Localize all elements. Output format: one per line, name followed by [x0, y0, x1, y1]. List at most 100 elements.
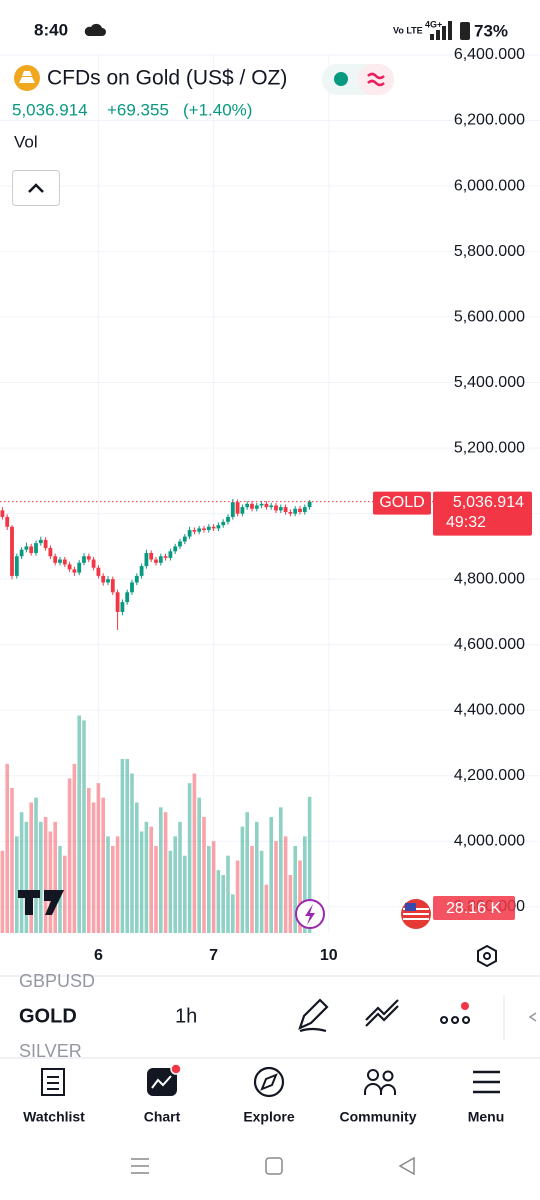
candle-body — [264, 503, 269, 508]
nav-label[interactable]: Menu — [468, 1109, 505, 1125]
nav-label[interactable]: Explore — [243, 1109, 295, 1125]
sys-home[interactable] — [265, 1157, 283, 1175]
compass-needle — [260, 1073, 278, 1091]
candle-body — [29, 546, 34, 553]
candle-body — [106, 579, 110, 583]
indicators-tool[interactable] — [365, 999, 399, 1027]
volume-bar — [264, 884, 269, 933]
volume-bar — [207, 846, 211, 933]
candle-body — [283, 507, 288, 513]
candle-body — [149, 552, 154, 560]
candle-body — [254, 505, 259, 509]
symbol-title[interactable]: CFDs on Gold (US$ / OZ) — [47, 67, 287, 90]
candle-body — [77, 562, 82, 573]
volume-bar — [53, 821, 57, 933]
candle-body — [86, 556, 91, 560]
volume-bar — [168, 850, 173, 933]
volume-bar — [269, 817, 273, 933]
draw-tool[interactable] — [298, 998, 329, 1033]
nav-label[interactable]: Watchlist — [23, 1109, 85, 1125]
y-tick-label: 5,800.000 — [454, 243, 525, 260]
candle-body — [245, 503, 250, 508]
price-change: +69.355 — [107, 100, 169, 119]
y-tick-label: 4,200.000 — [454, 767, 525, 784]
volume-bar — [125, 759, 129, 933]
watchlist-icon[interactable] — [41, 1068, 65, 1096]
settings-icon[interactable] — [477, 944, 497, 968]
candle-body — [67, 564, 72, 570]
candle-body — [274, 505, 278, 511]
candle-body — [58, 559, 62, 563]
chart-badge — [170, 1063, 182, 1075]
candle-body — [230, 502, 235, 517]
symbol-prev[interactable]: GBPUSD — [19, 971, 95, 991]
candle-body — [298, 508, 302, 513]
candle-body — [202, 528, 206, 531]
candle-body — [307, 501, 312, 508]
volume-bar — [154, 846, 158, 933]
candle-body — [139, 566, 144, 576]
volume-bar — [221, 875, 225, 933]
volume-bar — [149, 826, 153, 933]
explore-icon[interactable] — [253, 1066, 285, 1098]
collapse-button[interactable] — [12, 170, 60, 206]
candle-body — [259, 503, 264, 506]
candle-body — [168, 551, 173, 558]
volume-bar — [202, 817, 206, 933]
nav-label[interactable]: Community — [340, 1109, 417, 1125]
symbol-next[interactable]: SILVER — [19, 1041, 82, 1061]
x-tick-label: 10 — [320, 947, 338, 964]
volume-bar — [24, 821, 29, 933]
notification-dot — [461, 1002, 469, 1010]
candle-body — [278, 507, 283, 511]
price-tag — [433, 491, 532, 536]
volume-bar — [72, 763, 77, 933]
symbol-tag-label: GOLD — [379, 494, 424, 511]
status-pill-right — [358, 64, 394, 95]
sys-back[interactable] — [398, 1156, 415, 1176]
y-tick-label: 5,600.000 — [454, 308, 525, 325]
volume-bar — [288, 875, 293, 933]
volume-bar — [135, 802, 139, 933]
y-tick-label: 6,000.000 — [454, 177, 525, 194]
volume-bar — [250, 846, 254, 933]
delay-icon — [367, 72, 385, 87]
volume-bar — [96, 783, 101, 933]
flag-canton — [405, 903, 416, 911]
volume-bar — [111, 846, 115, 933]
y-tick-label: 6,200.000 — [454, 112, 525, 129]
sys-recents[interactable] — [131, 1158, 149, 1174]
volume-bar — [29, 802, 33, 933]
community-icon[interactable] — [364, 1083, 396, 1095]
y-tick-label: 5,400.000 — [454, 374, 525, 391]
candle-body — [302, 507, 307, 513]
scroll-arrow[interactable] — [528, 1012, 537, 1022]
volume-bar — [48, 831, 53, 933]
volume-bar — [39, 821, 43, 933]
chevron-up — [28, 183, 44, 193]
symbol-current[interactable]: GOLD — [19, 1005, 77, 1027]
menu-icon[interactable] — [473, 1070, 500, 1094]
clock: 8:40 — [34, 20, 68, 39]
volume-bar — [293, 846, 297, 933]
more-tool[interactable] — [440, 1016, 471, 1024]
volume-bar — [87, 788, 91, 933]
chart-icon-line — [151, 1075, 172, 1089]
candle-body — [178, 541, 182, 547]
y-tick-label: 6,400.000 — [454, 46, 525, 63]
volume-bar — [255, 821, 259, 933]
candle-body — [24, 546, 29, 550]
volume-bar — [43, 817, 48, 933]
interval[interactable]: 1h — [175, 1005, 197, 1027]
nav-label[interactable]: Chart — [144, 1109, 181, 1125]
candle-body — [72, 569, 77, 573]
candle-body — [82, 556, 86, 563]
tradingview-logo — [18, 890, 64, 915]
volume-bar — [187, 783, 192, 933]
candle-body — [120, 602, 125, 612]
chart-icon[interactable] — [147, 1068, 177, 1096]
candle-body — [197, 528, 202, 532]
y-tick-label: 4,600.000 — [454, 636, 525, 653]
volume-bar — [34, 797, 38, 933]
